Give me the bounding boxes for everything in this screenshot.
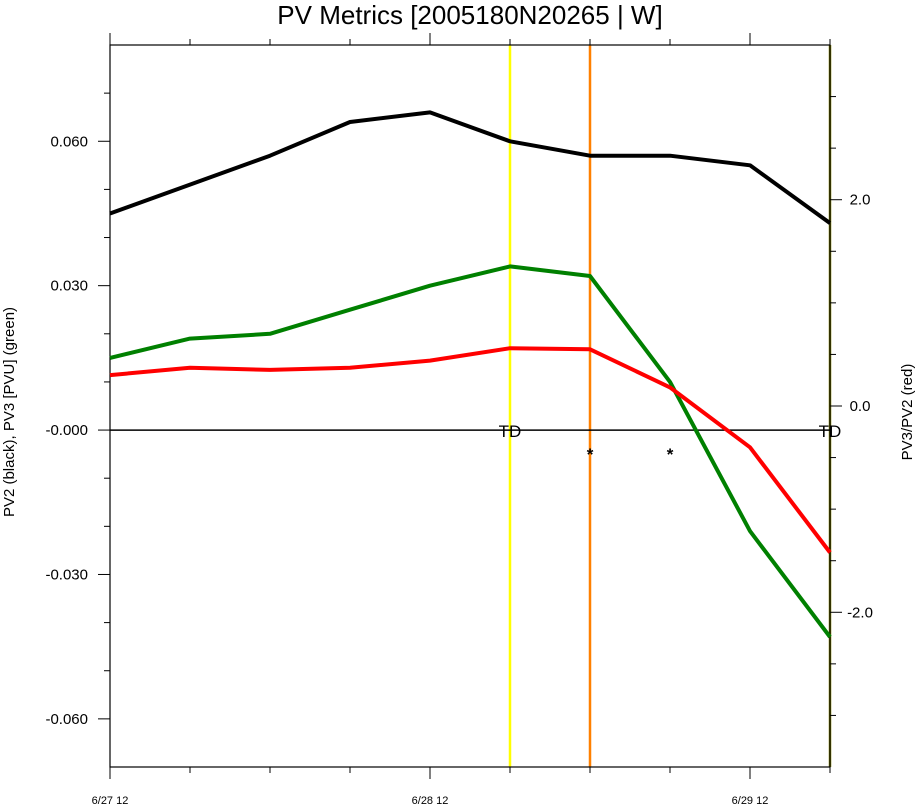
x-tick-label: 6/29 12 <box>732 795 769 805</box>
td-label: TD <box>499 422 522 441</box>
plot-frame <box>109 44 831 768</box>
asterisk-marker: * <box>587 445 594 464</box>
td-label: TD <box>819 422 842 441</box>
x-tick-label: 6/28 12 <box>412 795 449 805</box>
right-axis-label: PV3/PV2 (red) <box>899 364 916 461</box>
right-tick-label: 2.0 <box>850 192 871 209</box>
left-axis-label: PV2 (black), PV3 [PVU] (green) <box>1 307 18 517</box>
left-tick-label: -0.060 <box>45 711 88 728</box>
series-line-0 <box>109 110 832 225</box>
right-tick-label: 0.0 <box>850 398 871 415</box>
series-line-1 <box>109 264 832 639</box>
plot-area: 0.060 0.030 -0.000 -0.030 -0.060 2.0 0.0 -2.0 6/… <box>45 33 873 805</box>
left-tick-label: 0.060 <box>50 133 88 150</box>
right-tick-label: -2.0 <box>847 604 873 621</box>
left-tick-label: -0.000 <box>45 422 88 439</box>
asterisk-marker: * <box>667 445 674 464</box>
left-tick-label: 0.030 <box>50 278 88 295</box>
left-tick-label: -0.030 <box>45 566 88 583</box>
series-line-2 <box>109 346 832 554</box>
x-tick-label: 6/27 12 <box>92 795 129 805</box>
chart-title: PV Metrics [2005180N20265 | W] <box>277 0 662 30</box>
